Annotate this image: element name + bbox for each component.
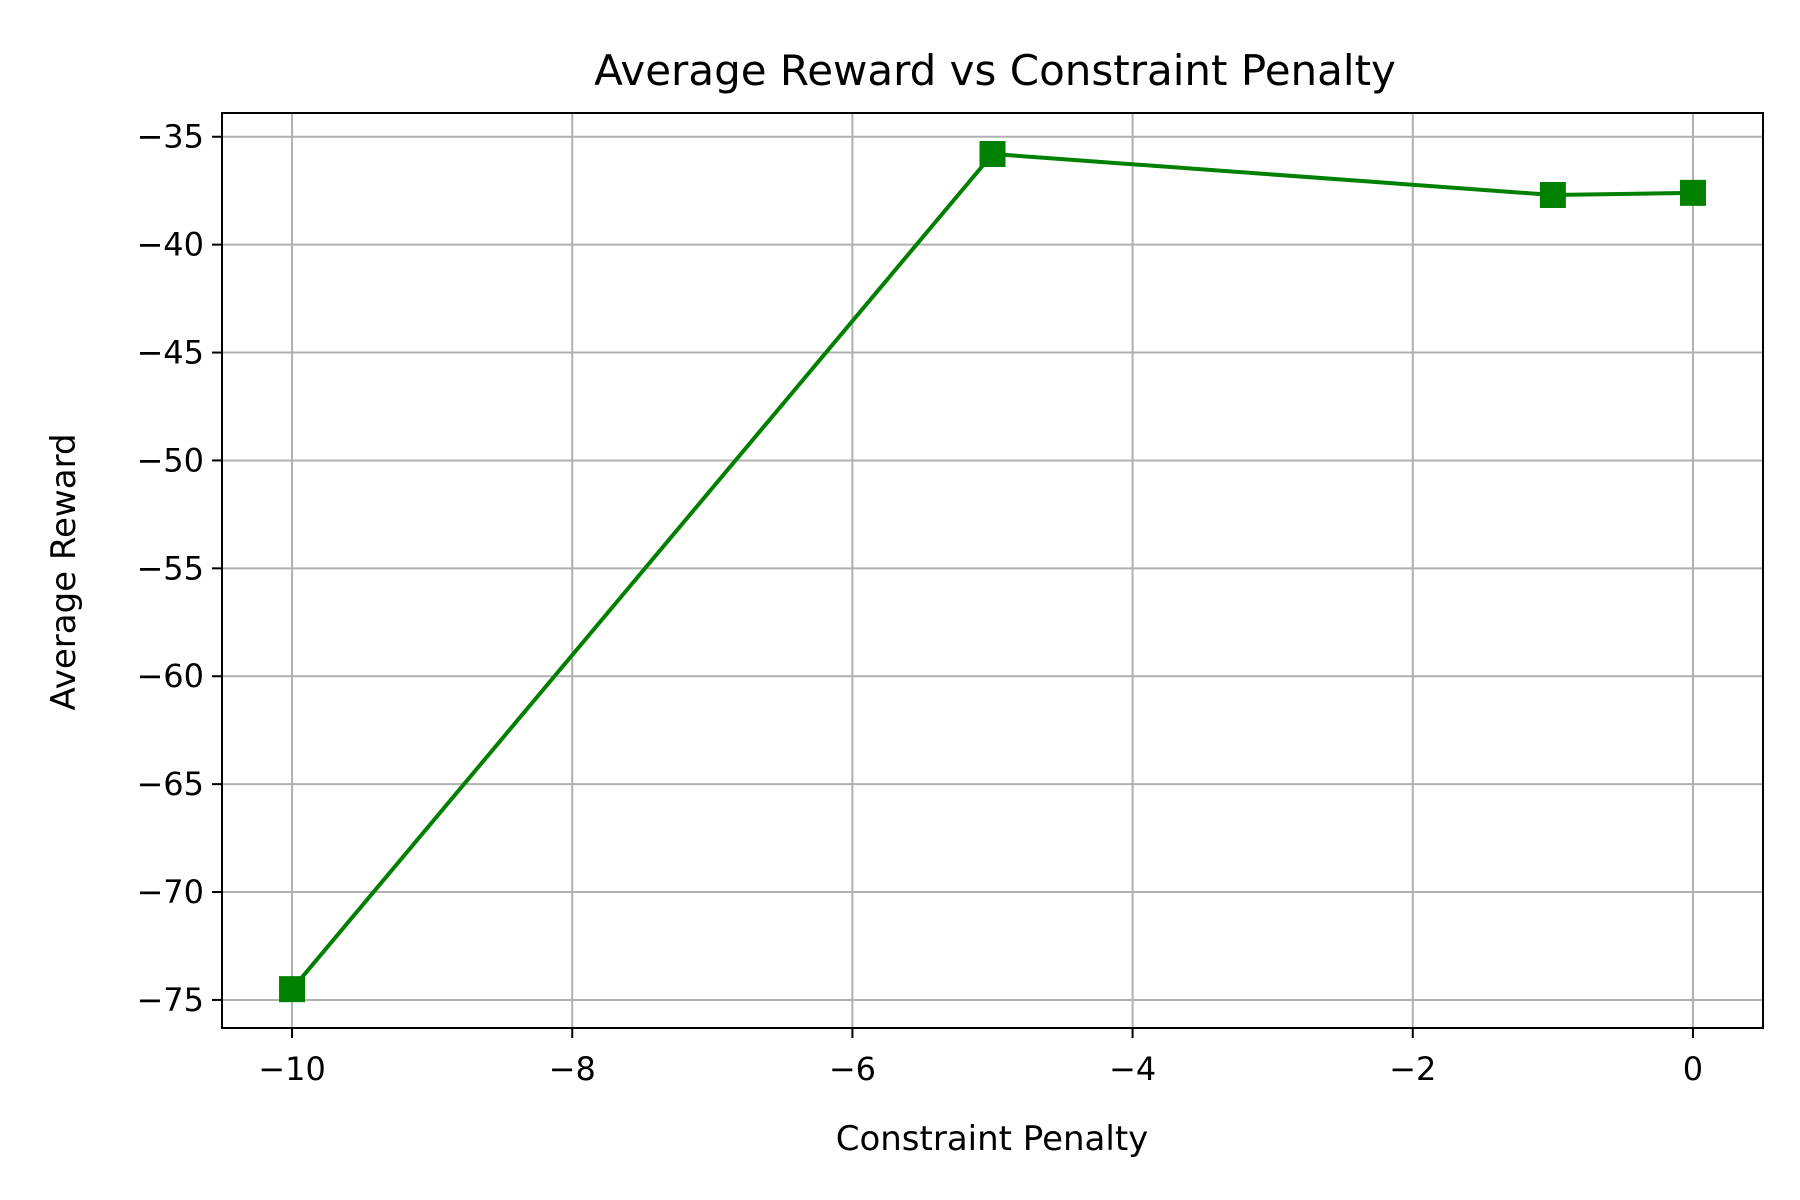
- ticks: −10 −8 −6 −4 −2 0 −75 −70 −65 −60 −55 −50 −45 −40 −35: [136, 118, 1703, 1088]
- x-tick-label: −4: [1109, 1050, 1156, 1088]
- x-tick-label: −8: [549, 1050, 596, 1088]
- x-tick-label: −6: [829, 1050, 876, 1088]
- series-layer: [279, 141, 1706, 1003]
- data-point-marker: [1679, 179, 1706, 206]
- x-tick-label: −2: [1389, 1050, 1436, 1088]
- grid: [222, 113, 1763, 1028]
- data-point-marker: [979, 141, 1006, 168]
- chart-title: Average Reward vs Constraint Penalty: [594, 46, 1396, 95]
- y-tick-label: −65: [136, 765, 204, 803]
- data-point-marker: [279, 976, 306, 1003]
- x-tick-label: −10: [258, 1050, 326, 1088]
- plot-frame: [221, 112, 1764, 1029]
- y-tick-label: −35: [136, 118, 204, 156]
- data-point-marker: [1539, 182, 1566, 209]
- x-axis-label: Constraint Penalty: [836, 1119, 1149, 1159]
- y-axis-label: Average Reward: [44, 433, 84, 710]
- x-tick-label: 0: [1683, 1050, 1703, 1088]
- y-tick-label: −70: [136, 873, 204, 911]
- y-tick-label: −75: [136, 981, 204, 1019]
- series-line: [290, 152, 1693, 991]
- y-tick-label: −40: [136, 226, 204, 264]
- y-tick-label: −60: [136, 657, 204, 695]
- y-tick-label: −45: [136, 334, 204, 372]
- y-tick-label: −55: [136, 549, 204, 587]
- y-tick-label: −50: [136, 441, 204, 479]
